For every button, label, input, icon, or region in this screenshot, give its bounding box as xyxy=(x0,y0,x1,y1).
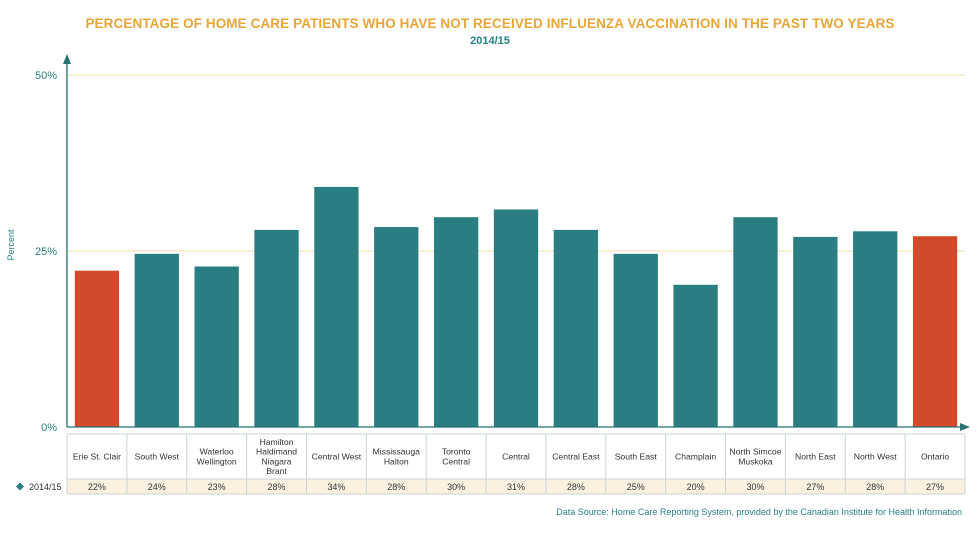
x-category-label: North Simcoe Muskoka xyxy=(729,447,781,467)
y-tick-label: 50% xyxy=(35,70,57,82)
x-category-label: Central West xyxy=(312,452,362,462)
x-category-label: Mississauga Halton xyxy=(373,447,421,467)
data-value-label: 23% xyxy=(208,482,226,492)
bar xyxy=(134,253,179,427)
x-category-label: Toronto Central xyxy=(442,447,471,467)
x-category-label: North West xyxy=(854,452,897,462)
y-tick-label: 25% xyxy=(35,246,57,258)
chart-subtitle: 2014/15 xyxy=(470,35,510,47)
x-category-label: Erie St. Clair xyxy=(73,452,121,462)
bar xyxy=(553,229,599,427)
x-category-label: North East xyxy=(795,452,836,462)
table-values-row xyxy=(67,479,965,494)
x-category-label: South West xyxy=(135,452,180,462)
bar xyxy=(733,217,778,427)
x-category-label: Ontario xyxy=(921,452,949,462)
data-value-label: 28% xyxy=(567,482,585,492)
legend-diamond-icon xyxy=(16,482,24,491)
data-value-label: 28% xyxy=(387,482,405,492)
bar xyxy=(793,236,838,427)
bar xyxy=(74,270,120,427)
x-category-label: Champlain xyxy=(675,452,716,462)
y-axis-label: Percent xyxy=(6,229,16,261)
x-category-label: Hamilton Haldimand Niagara Brant xyxy=(256,437,297,476)
data-value-label: 27% xyxy=(926,482,944,492)
bar xyxy=(673,284,718,427)
bar xyxy=(493,209,539,427)
bar xyxy=(374,227,419,427)
data-value-label: 28% xyxy=(866,482,884,492)
bar xyxy=(314,186,359,427)
data-value-label: 27% xyxy=(806,482,824,492)
data-source-note: Data Source: Home Care Reporting System,… xyxy=(556,507,962,517)
x-category-label: South East xyxy=(615,452,658,462)
bar xyxy=(853,231,898,427)
bar xyxy=(613,253,658,427)
y-axis-arrow-icon xyxy=(63,54,71,64)
data-value-label: 25% xyxy=(627,482,645,492)
x-category-label: Central East xyxy=(552,452,600,462)
data-value-label: 22% xyxy=(88,482,106,492)
data-value-label: 28% xyxy=(268,482,286,492)
bar xyxy=(433,217,479,427)
data-value-label: 24% xyxy=(148,482,166,492)
chart-title: PERCENTAGE OF HOME CARE PATIENTS WHO HAV… xyxy=(85,16,895,31)
y-tick-label: 0% xyxy=(41,422,57,434)
data-value-label: 31% xyxy=(507,482,525,492)
bar xyxy=(254,229,299,427)
bar xyxy=(194,266,239,427)
data-value-label: 20% xyxy=(687,482,705,492)
x-category-label: Central xyxy=(502,452,530,462)
data-value-label: 34% xyxy=(327,482,345,492)
data-value-label: 30% xyxy=(447,482,465,492)
legend-series-label: 2014/15 xyxy=(29,482,62,492)
x-category-label: Waterloo Wellington xyxy=(197,447,237,467)
bar xyxy=(912,236,958,427)
data-value-label: 30% xyxy=(746,482,764,492)
x-axis-arrow-icon xyxy=(960,423,970,431)
